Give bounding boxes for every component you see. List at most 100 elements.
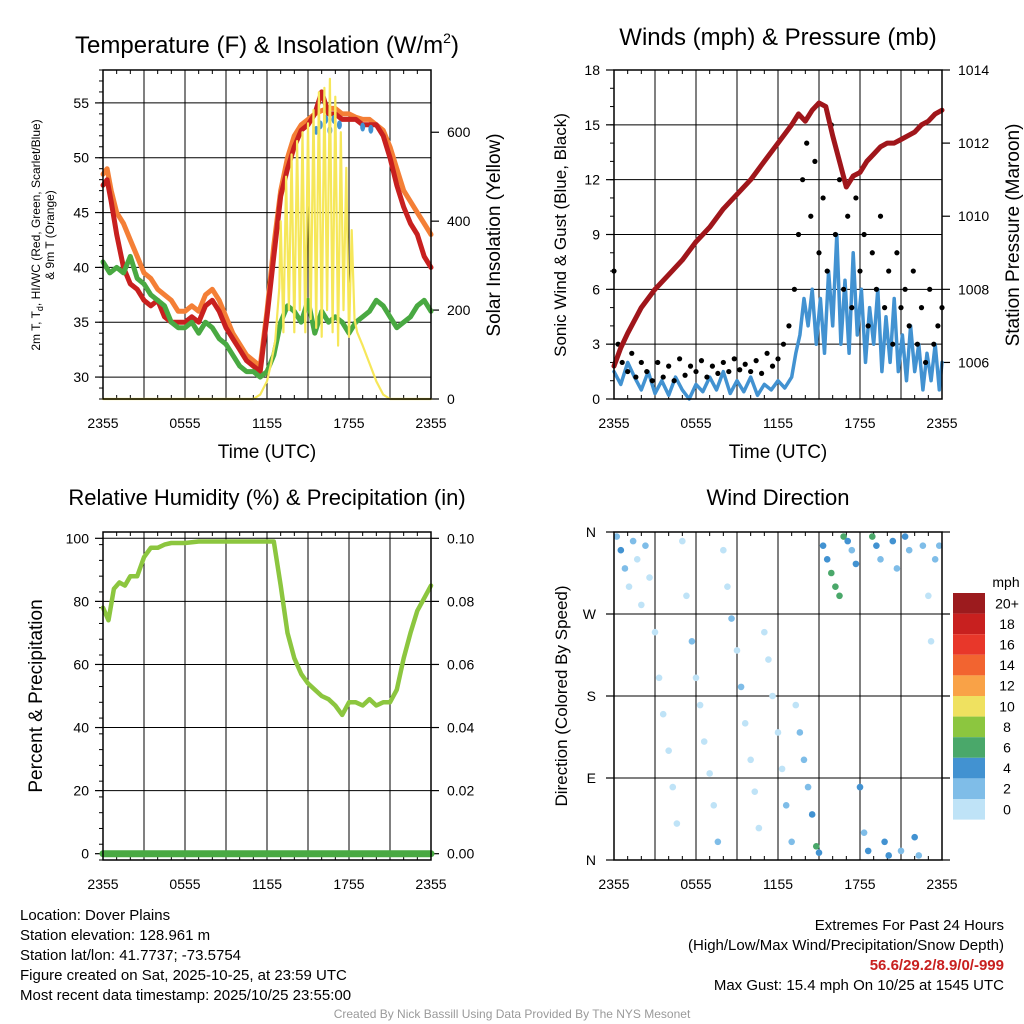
gust-point — [671, 378, 677, 384]
gust-point — [812, 158, 818, 164]
y-tick-label: 6 — [592, 281, 600, 297]
gust-point — [800, 177, 806, 183]
y-tick-label: 60 — [73, 656, 89, 672]
direction-point — [885, 852, 892, 859]
y-tick-label: N — [586, 524, 596, 540]
figure-created: Figure created on Sat, 2025-10-25, at 23… — [20, 967, 347, 984]
direction-point — [889, 537, 897, 545]
gust-point — [808, 213, 814, 219]
legend-swatch — [953, 778, 985, 799]
extremes-values: 56.6/29.2/8.9/0/-999 — [869, 957, 1004, 974]
y-tick-label: 80 — [73, 593, 89, 609]
credit-line: Created By Nick Bassill Using Data Provi… — [333, 1007, 691, 1021]
y-right-tick-label: 600 — [447, 124, 471, 140]
gust-point — [886, 268, 892, 274]
gust-point — [633, 374, 639, 380]
hiwc-point — [336, 120, 342, 130]
direction-point — [856, 783, 864, 791]
x-tick-label: 0555 — [680, 415, 711, 431]
panel-temperature: 2355 0555 1155 1755 2355 30 35 40 45 50 55 0 200 400 6… — [29, 30, 505, 463]
direction-point — [733, 647, 741, 654]
direction-point — [737, 683, 745, 691]
legend-swatch — [953, 696, 985, 717]
x-tick-label: 2355 — [598, 876, 629, 892]
hiwc-point — [360, 122, 366, 132]
max-gust: Max Gust: 15.4 mph On 10/25 at 1545 UTC — [713, 977, 1004, 994]
direction-point — [683, 592, 690, 600]
direction-point — [915, 852, 923, 859]
y-tick-label: 18 — [584, 62, 600, 78]
y-axis-label: Sonic Wind & Gust (Blue, Black) — [551, 113, 570, 357]
direction-point — [774, 729, 782, 736]
x-axis-label: Time (UTC) — [729, 442, 828, 463]
gust-point — [753, 358, 759, 364]
legend-swatch — [953, 654, 985, 676]
chart-title: Relative Humidity (%) & Precipitation (i… — [68, 485, 465, 510]
extremes-info: Extremes For Past 24 Hours (High/Low/Max… — [688, 916, 1004, 996]
direction-point — [710, 802, 718, 809]
gust-point — [853, 195, 859, 201]
legend-swatch — [953, 757, 985, 779]
legend-swatch — [953, 613, 985, 635]
gust-point — [709, 363, 716, 369]
series-line-td — [100, 253, 434, 380]
direction-point — [877, 556, 884, 563]
y-tick-label: 9 — [592, 227, 600, 243]
y-tick-label: W — [583, 606, 597, 622]
gust-point — [832, 231, 839, 238]
y-tick-label: E — [587, 770, 596, 786]
direction-point — [860, 829, 868, 836]
direction-point — [823, 556, 831, 563]
direction-point — [700, 738, 708, 745]
legend-label: 10 — [999, 698, 1015, 714]
direction-point — [613, 533, 621, 540]
gust-point — [804, 140, 810, 146]
y-right-tick-label: 0.10 — [447, 530, 474, 546]
station-location: Location: Dover Plains — [20, 907, 171, 924]
gust-point — [890, 341, 896, 347]
direction-point — [665, 747, 672, 754]
gust-point — [764, 350, 770, 356]
y-right-tick-label: 400 — [447, 213, 471, 229]
plot-border — [613, 531, 943, 861]
gust-point — [775, 356, 781, 362]
series-line-2m-t — [100, 89, 434, 375]
y-tick-label: 40 — [73, 720, 89, 736]
ylabel-line-1: 2m T, Td, HI/WC (Red, Green, Scarlet/Blu… — [29, 119, 45, 350]
direction-point — [897, 847, 905, 855]
y-tick-label: 55 — [73, 95, 89, 111]
direction-point — [617, 546, 625, 554]
x-tick-label: 1155 — [252, 415, 282, 431]
gust-point — [704, 374, 710, 380]
legend-label: 16 — [999, 637, 1015, 653]
gust-point — [836, 177, 843, 183]
gust-point — [935, 323, 941, 329]
legend-label: 2 — [1003, 781, 1011, 797]
direction-point — [893, 565, 901, 572]
gust-point — [902, 286, 908, 292]
gust-point — [841, 286, 847, 292]
y-tick-label: 50 — [73, 150, 89, 166]
direction-point — [852, 560, 860, 568]
gust-point — [906, 323, 912, 329]
gust-point — [742, 361, 748, 367]
gust-point — [731, 356, 737, 362]
legend-swatch — [953, 799, 985, 820]
chart-title: Wind Direction — [706, 485, 849, 510]
title-close: ) — [451, 32, 459, 59]
gust-point — [861, 231, 867, 238]
direction-point — [792, 701, 800, 709]
gust-point — [931, 341, 937, 347]
direction-point — [769, 692, 776, 700]
direction-point — [629, 537, 637, 545]
direction-point — [720, 546, 727, 554]
gust-point — [769, 363, 776, 369]
direction-point — [728, 615, 735, 622]
gust-point — [655, 359, 661, 366]
gust-point — [780, 341, 787, 347]
x-tick-label: 1755 — [333, 876, 364, 892]
x-tick-label: 1755 — [844, 876, 875, 892]
y-tick-label: S — [587, 688, 596, 704]
